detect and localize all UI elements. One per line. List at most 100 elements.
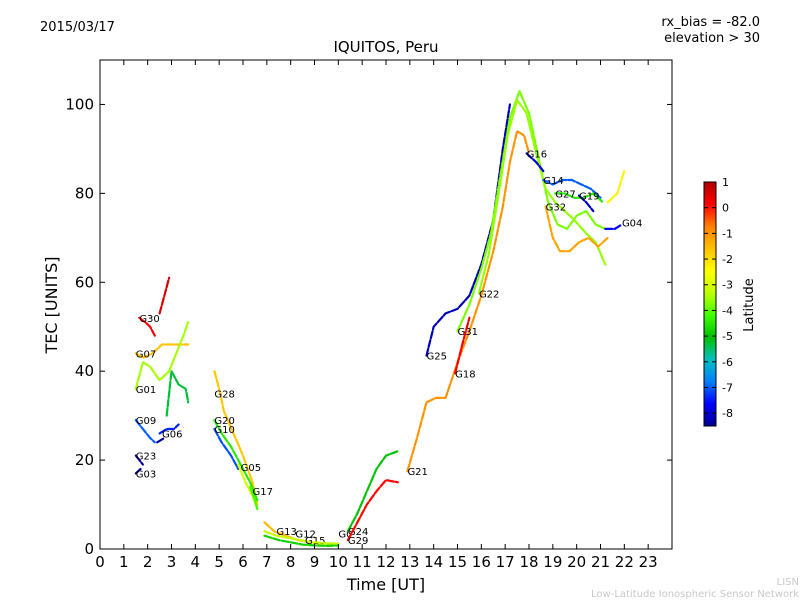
- series-trace: [606, 170, 626, 204]
- series-trace: [134, 419, 156, 444]
- series-trace: [213, 427, 240, 471]
- series-trace: [477, 98, 607, 295]
- series-trace: [134, 454, 144, 466]
- x-tick-label: 22: [615, 553, 634, 571]
- series-g22: G22: [477, 98, 607, 300]
- series-g19: G19: [577, 192, 600, 213]
- x-tick-label: 20: [567, 553, 586, 571]
- footer-network: Low-Latitude Ionospheric Sensor Network: [591, 589, 799, 600]
- colorbar-tick-label: -7: [722, 381, 733, 394]
- series-label: G17: [253, 487, 273, 498]
- series-trace: [406, 130, 531, 473]
- series-g0: G0: [313, 529, 352, 545]
- x-tick-label: 10: [329, 553, 348, 571]
- series-label: G09: [136, 416, 156, 427]
- series-label: G10: [214, 425, 234, 436]
- series-g14: G14: [542, 176, 602, 199]
- series-label: G23: [136, 452, 156, 463]
- x-tick-label: 9: [310, 553, 320, 571]
- series-label: G04: [622, 218, 642, 229]
- series-label: G27: [555, 189, 575, 200]
- y-tick-label: 100: [65, 95, 94, 113]
- x-tick-label: 17: [496, 553, 515, 571]
- colorbar-tick-label: -6: [722, 356, 733, 369]
- series-trace: [346, 450, 399, 533]
- series-trace: [158, 423, 180, 435]
- series-label: G13: [276, 527, 296, 538]
- series-trace: [425, 103, 511, 357]
- series-label: G01: [136, 385, 156, 396]
- series-g10: G10: [213, 425, 240, 471]
- series-g28: G28: [213, 370, 259, 506]
- series-label: G06: [162, 429, 182, 440]
- x-tick-label: 23: [639, 553, 658, 571]
- colorbar-tick-label: -2: [722, 253, 733, 266]
- series-trace: [454, 316, 471, 375]
- colorbar-tick-label: 1: [722, 176, 729, 189]
- x-tick-label: 7: [262, 553, 272, 571]
- series-trace: [604, 223, 623, 230]
- series-label: G03: [136, 469, 156, 480]
- series-trace: [134, 467, 142, 475]
- series-g18: G18: [454, 316, 476, 380]
- series-label: G0: [338, 529, 352, 540]
- rx-bias-label: rx_bias = -82.0: [661, 15, 760, 30]
- x-tick-label: 15: [448, 553, 467, 571]
- x-tick-label: 21: [591, 553, 610, 571]
- series-g27: G27: [554, 189, 604, 204]
- series-g29: G29: [346, 479, 399, 547]
- series-trace: [158, 276, 171, 315]
- series-label: G14: [543, 176, 563, 187]
- series-trace: [542, 178, 602, 199]
- colorbar-tick-label: -1: [722, 227, 733, 240]
- series-label: G19: [579, 192, 599, 203]
- x-tick-label: 8: [286, 553, 296, 571]
- series-g25: G25: [425, 103, 511, 363]
- series-trace: [456, 90, 607, 333]
- series-trace: [346, 479, 399, 542]
- colorbar-tick-label: -8: [722, 407, 733, 420]
- series-trace: [544, 205, 609, 253]
- date-label: 2015/03/17: [40, 20, 115, 35]
- series-g16: G16: [525, 149, 547, 173]
- series-trace: [138, 316, 156, 337]
- colorbar-tick-label: -4: [722, 304, 733, 317]
- x-tick-label: 14: [424, 553, 443, 571]
- x-axis-label: Time [UT]: [346, 575, 425, 594]
- series-trace: [213, 419, 259, 502]
- series-label: G22: [479, 289, 499, 300]
- series-label: G32: [546, 203, 566, 214]
- x-tick-label: 4: [191, 553, 201, 571]
- colorbar-gradient: [703, 181, 717, 427]
- colorbar-tick-label: -5: [722, 330, 733, 343]
- x-tick-label: 18: [519, 553, 538, 571]
- series-g21: G21: [406, 130, 531, 478]
- y-axis: 0 20 40 60 80 100: [65, 95, 672, 558]
- series-g17: G17: [249, 485, 273, 511]
- y-tick-label: 40: [75, 362, 94, 380]
- x-tick-label: 0: [95, 553, 105, 571]
- series-label: G31: [458, 327, 478, 338]
- series-label: G16: [527, 149, 547, 160]
- series-trace: [525, 152, 545, 173]
- y-tick-label: 60: [75, 273, 94, 291]
- x-tick-label: 2: [143, 553, 153, 571]
- x-tick-label: 16: [472, 553, 491, 571]
- series-trace: [134, 321, 190, 391]
- series-trace: [165, 370, 190, 417]
- plot-area: [99, 59, 673, 550]
- chart-title: IQUITOS, Peru: [333, 38, 438, 56]
- colorbar-tick-label: 0: [722, 202, 729, 215]
- series-label: G29: [348, 536, 368, 547]
- y-tick-label: 80: [75, 184, 94, 202]
- series-g06: G06: [158, 423, 182, 440]
- series-trace: [577, 194, 595, 213]
- y-tick-label: 20: [75, 451, 94, 469]
- series-label: G18: [455, 369, 475, 380]
- series-label: G25: [427, 352, 447, 363]
- series-g09: G09: [134, 370, 190, 444]
- series-trace: [313, 541, 340, 545]
- x-tick-label: 11: [353, 553, 372, 571]
- series-trace: [156, 436, 166, 444]
